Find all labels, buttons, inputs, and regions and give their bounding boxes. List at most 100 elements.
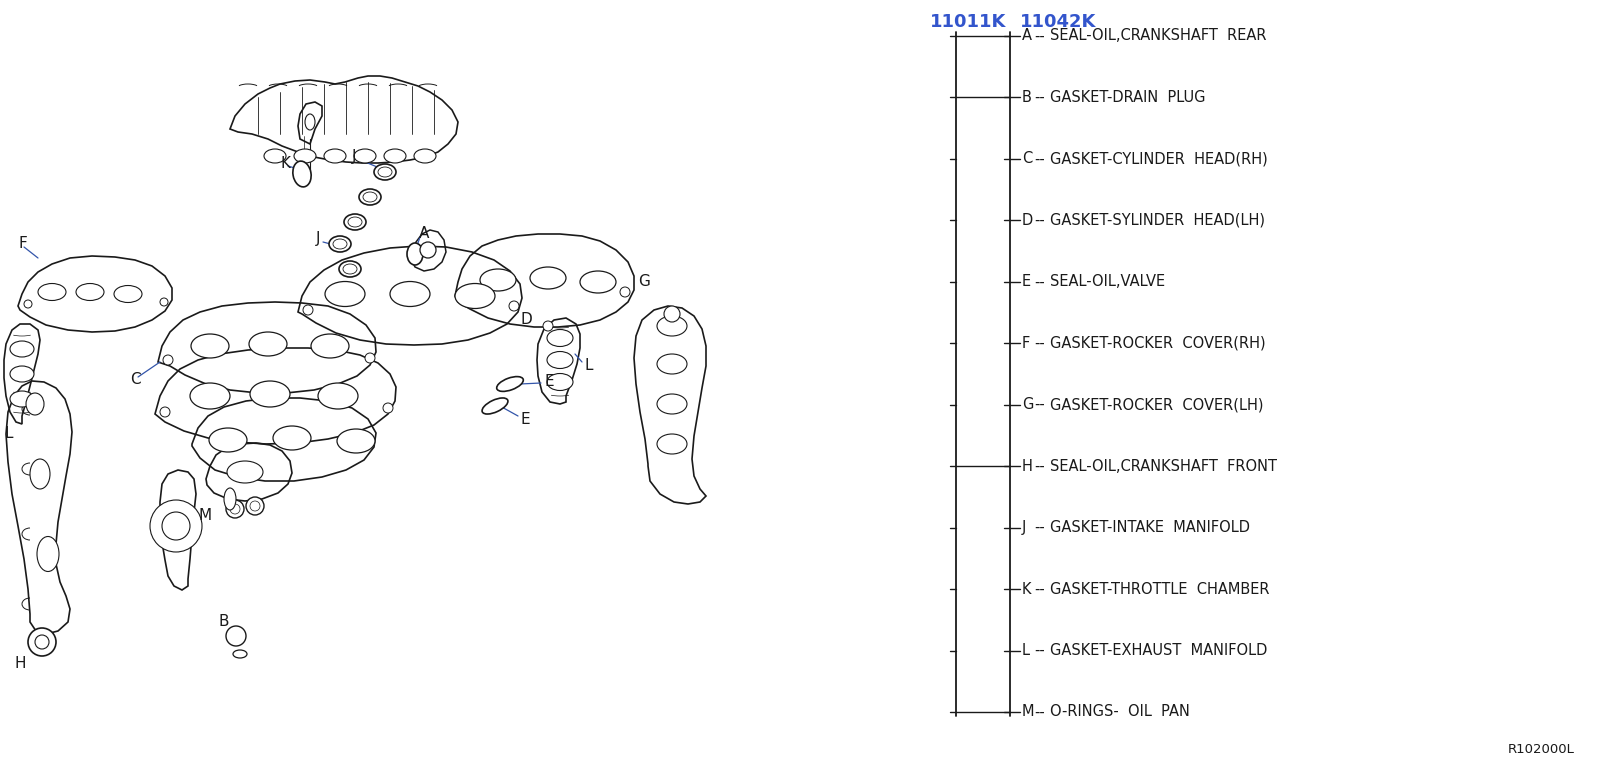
Text: SEAL-OIL,CRANKSHAFT  FRONT: SEAL-OIL,CRANKSHAFT FRONT bbox=[1050, 459, 1277, 474]
Text: --: -- bbox=[1034, 704, 1045, 720]
Ellipse shape bbox=[250, 381, 290, 407]
Ellipse shape bbox=[264, 149, 286, 163]
Text: GASKET-THROTTLE  CHAMBER: GASKET-THROTTLE CHAMBER bbox=[1050, 581, 1269, 597]
Ellipse shape bbox=[338, 429, 374, 453]
Ellipse shape bbox=[342, 264, 357, 274]
Circle shape bbox=[163, 355, 173, 365]
Text: GASKET-CYLINDER  HEAD(RH): GASKET-CYLINDER HEAD(RH) bbox=[1050, 152, 1267, 166]
Circle shape bbox=[150, 500, 202, 552]
Text: --: -- bbox=[1034, 581, 1045, 597]
Circle shape bbox=[664, 306, 680, 322]
Text: L: L bbox=[1022, 643, 1030, 658]
Text: --: -- bbox=[1034, 29, 1045, 43]
Ellipse shape bbox=[658, 394, 686, 414]
Ellipse shape bbox=[547, 330, 573, 347]
Text: GASKET-INTAKE  MANIFOLD: GASKET-INTAKE MANIFOLD bbox=[1050, 520, 1250, 535]
Ellipse shape bbox=[339, 261, 362, 277]
Ellipse shape bbox=[390, 282, 430, 307]
Text: K: K bbox=[1022, 581, 1032, 597]
Ellipse shape bbox=[579, 271, 616, 293]
Ellipse shape bbox=[224, 488, 237, 510]
Text: K: K bbox=[280, 156, 290, 172]
Ellipse shape bbox=[547, 351, 573, 368]
Text: H: H bbox=[1022, 459, 1034, 474]
Ellipse shape bbox=[325, 282, 365, 307]
Text: B: B bbox=[218, 615, 229, 629]
Ellipse shape bbox=[363, 192, 378, 202]
Text: 11011K: 11011K bbox=[930, 13, 1006, 31]
Text: --: -- bbox=[1034, 459, 1045, 474]
Ellipse shape bbox=[227, 461, 262, 483]
Ellipse shape bbox=[658, 316, 686, 336]
Ellipse shape bbox=[354, 149, 376, 163]
Ellipse shape bbox=[530, 267, 566, 289]
Text: GASKET-SYLINDER  HEAD(LH): GASKET-SYLINDER HEAD(LH) bbox=[1050, 213, 1266, 228]
Ellipse shape bbox=[30, 459, 50, 489]
Ellipse shape bbox=[374, 164, 397, 180]
Ellipse shape bbox=[250, 332, 286, 356]
Ellipse shape bbox=[333, 239, 347, 249]
Ellipse shape bbox=[406, 243, 422, 265]
Text: GASKET-EXHAUST  MANIFOLD: GASKET-EXHAUST MANIFOLD bbox=[1050, 643, 1267, 658]
Ellipse shape bbox=[210, 428, 246, 452]
Circle shape bbox=[461, 289, 470, 299]
Ellipse shape bbox=[274, 426, 310, 450]
Text: L: L bbox=[584, 358, 592, 374]
Text: --: -- bbox=[1034, 274, 1045, 289]
Text: 11042K: 11042K bbox=[1021, 13, 1096, 31]
Text: E: E bbox=[546, 375, 555, 389]
Text: L: L bbox=[5, 426, 13, 441]
Ellipse shape bbox=[10, 391, 34, 407]
Text: A: A bbox=[1022, 29, 1032, 43]
Text: J: J bbox=[1022, 520, 1026, 535]
Ellipse shape bbox=[480, 269, 515, 291]
Circle shape bbox=[509, 301, 518, 311]
Circle shape bbox=[160, 298, 168, 306]
Ellipse shape bbox=[38, 283, 66, 300]
Text: GASKET-DRAIN  PLUG: GASKET-DRAIN PLUG bbox=[1050, 90, 1205, 105]
Ellipse shape bbox=[306, 114, 315, 130]
Circle shape bbox=[542, 321, 554, 331]
Circle shape bbox=[250, 501, 259, 511]
Ellipse shape bbox=[496, 377, 523, 392]
Ellipse shape bbox=[10, 341, 34, 357]
Text: C: C bbox=[1022, 152, 1032, 166]
Ellipse shape bbox=[190, 383, 230, 409]
Ellipse shape bbox=[37, 536, 59, 571]
Ellipse shape bbox=[358, 189, 381, 205]
Text: SEAL-OIL,CRANKSHAFT  REAR: SEAL-OIL,CRANKSHAFT REAR bbox=[1050, 29, 1267, 43]
Ellipse shape bbox=[234, 650, 246, 658]
Ellipse shape bbox=[658, 434, 686, 454]
Ellipse shape bbox=[77, 283, 104, 300]
Ellipse shape bbox=[10, 366, 34, 382]
Circle shape bbox=[302, 305, 314, 315]
Text: C: C bbox=[130, 372, 141, 386]
Text: G: G bbox=[1022, 397, 1034, 413]
Ellipse shape bbox=[330, 236, 350, 252]
Circle shape bbox=[419, 242, 435, 258]
Circle shape bbox=[365, 353, 374, 363]
Text: --: -- bbox=[1034, 643, 1045, 658]
Ellipse shape bbox=[658, 354, 686, 374]
Text: R102000L: R102000L bbox=[1509, 743, 1574, 756]
Ellipse shape bbox=[384, 149, 406, 163]
Circle shape bbox=[29, 628, 56, 656]
Ellipse shape bbox=[114, 286, 142, 303]
Ellipse shape bbox=[293, 161, 310, 187]
Ellipse shape bbox=[318, 383, 358, 409]
Text: --: -- bbox=[1034, 90, 1045, 105]
Text: G: G bbox=[638, 275, 650, 289]
Circle shape bbox=[160, 407, 170, 417]
Text: F: F bbox=[18, 237, 27, 252]
Circle shape bbox=[246, 497, 264, 515]
Text: --: -- bbox=[1034, 213, 1045, 228]
Ellipse shape bbox=[26, 393, 45, 415]
Text: SEAL-OIL,VALVE: SEAL-OIL,VALVE bbox=[1050, 274, 1165, 289]
Ellipse shape bbox=[190, 334, 229, 358]
Ellipse shape bbox=[310, 334, 349, 358]
Circle shape bbox=[382, 403, 394, 413]
Ellipse shape bbox=[323, 149, 346, 163]
Text: M: M bbox=[198, 509, 211, 523]
Text: B: B bbox=[1022, 90, 1032, 105]
Ellipse shape bbox=[344, 214, 366, 230]
